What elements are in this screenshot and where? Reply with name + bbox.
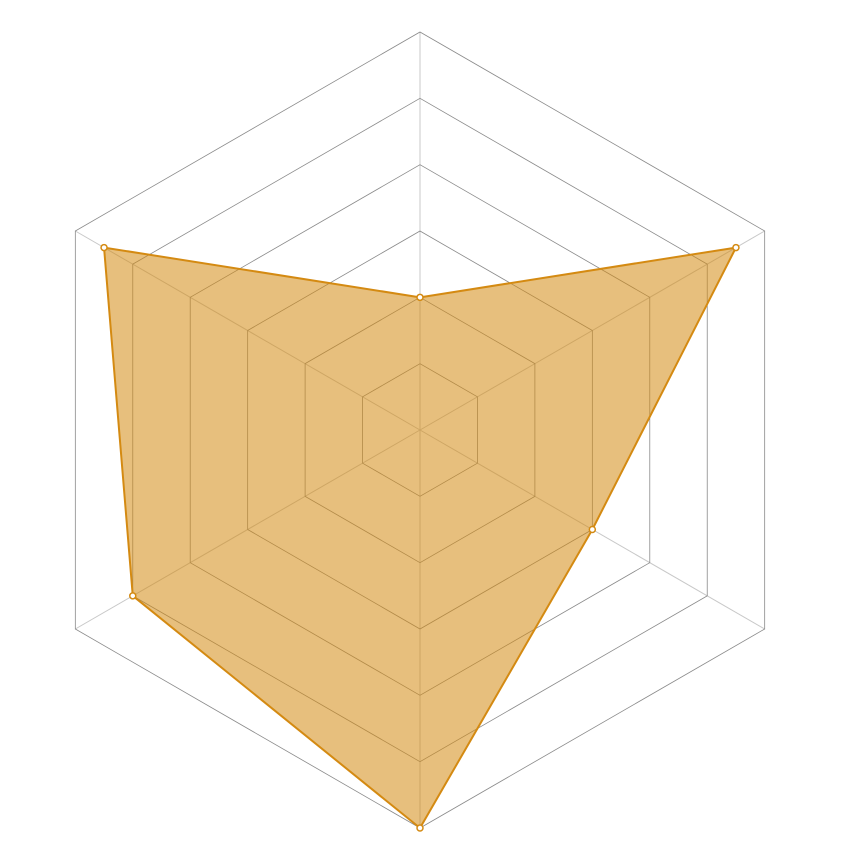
data-point: [416, 293, 424, 302]
data-point: [129, 592, 137, 600]
data-area: [103, 246, 737, 829]
data-point: [732, 243, 740, 252]
data-point: [588, 525, 597, 534]
data-point: [416, 824, 424, 832]
data-point: [100, 243, 108, 252]
